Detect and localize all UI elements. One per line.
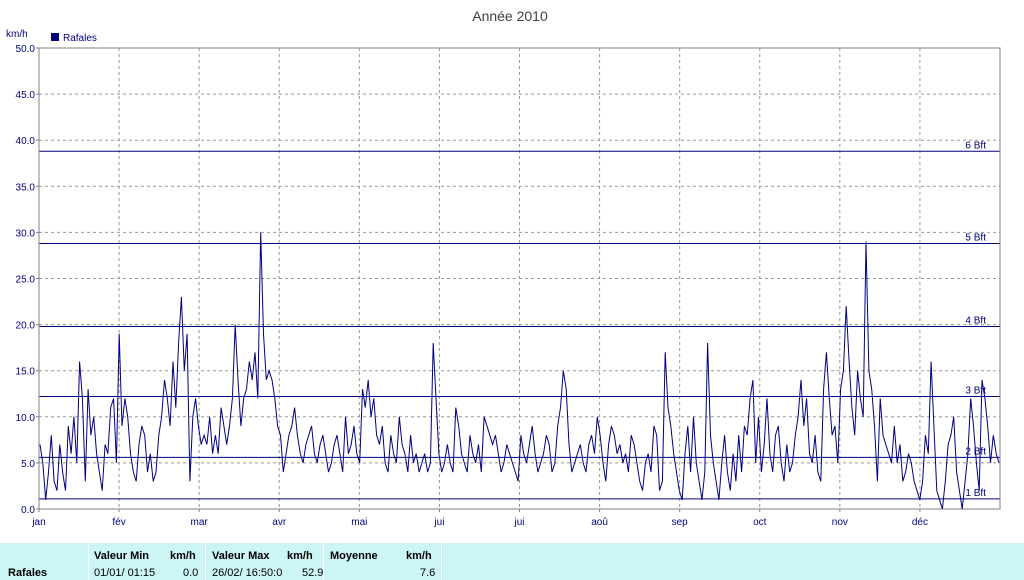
- stats-row-label: Rafales: [8, 567, 48, 579]
- x-tick-label: oct: [753, 517, 767, 528]
- series-line-rafales: [39, 232, 1000, 510]
- min-header: Valeur Min: [94, 550, 150, 562]
- x-tick-label: fév: [112, 517, 125, 528]
- x-tick-label: jan: [31, 517, 45, 528]
- stats-separator: [441, 543, 442, 580]
- y-tick-label: 30.0: [16, 228, 36, 239]
- y-axis-label: km/h: [6, 29, 28, 40]
- x-tick-label: avr: [272, 517, 287, 528]
- avg-header: Moyenne: [330, 550, 378, 562]
- stats-separator: [205, 543, 206, 580]
- bft-label: 3 Bft: [965, 386, 986, 397]
- min-unit: km/h: [170, 550, 196, 562]
- y-tick-label: 50.0: [16, 44, 36, 55]
- y-tick-label: 0.0: [21, 505, 35, 516]
- stats-separator: [88, 543, 89, 580]
- max-value: 52.9: [302, 567, 324, 579]
- y-tick-labels: 0.0 5.0 10.0 15.0 20.0 25.0 30.0 35.0 40.0 45.0 50…: [16, 44, 39, 516]
- y-tick-label: 35.0: [16, 182, 36, 193]
- x-tick-label: aoû: [591, 517, 608, 528]
- legend-label: Rafales: [63, 33, 97, 44]
- x-tick-label: sep: [672, 517, 689, 528]
- y-tick-label: 10.0: [16, 413, 36, 424]
- y-tick-label: 40.0: [16, 136, 36, 147]
- y-tick-label: 15.0: [16, 367, 36, 378]
- x-tick-label: jui: [433, 517, 444, 528]
- y-tick-label: 20.0: [16, 321, 36, 332]
- avg-unit: km/h: [406, 550, 432, 562]
- x-tick-labels: jan fév mar avr mai jui jui aoû sep oct nov déc: [31, 509, 928, 528]
- stats-table: Rafales Valeur Min km/h 01/01/ 01:15 0.0…: [0, 543, 1024, 580]
- bft-label: 1 Bft: [965, 488, 986, 499]
- y-tick-label: 45.0: [16, 90, 36, 101]
- y-tick-label: 5.0: [21, 459, 35, 470]
- max-datetime: 26/02/ 16:50:0: [212, 567, 283, 579]
- chart-title: Année 2010: [472, 8, 548, 24]
- grid: [39, 47, 1000, 510]
- x-tick-label: jui: [513, 517, 524, 528]
- bft-label: 4 Bft: [965, 315, 986, 326]
- y-tick-label: 25.0: [16, 275, 36, 286]
- max-unit: km/h: [287, 550, 313, 562]
- x-tick-label: déc: [912, 517, 928, 528]
- min-datetime: 01/01/ 01:15: [94, 567, 156, 579]
- stats-separator: [323, 543, 324, 580]
- plot-frame: [38, 47, 1001, 510]
- max-header: Valeur Max: [212, 550, 270, 562]
- bft-label: 5 Bft: [965, 232, 986, 243]
- x-tick-label: mar: [191, 517, 209, 528]
- legend-swatch: [51, 33, 59, 41]
- bft-label: 6 Bft: [965, 140, 986, 151]
- min-value: 0.0: [183, 567, 199, 579]
- avg-value: 7.6: [420, 567, 436, 579]
- x-tick-label: mai: [351, 517, 367, 528]
- x-tick-label: nov: [832, 517, 848, 528]
